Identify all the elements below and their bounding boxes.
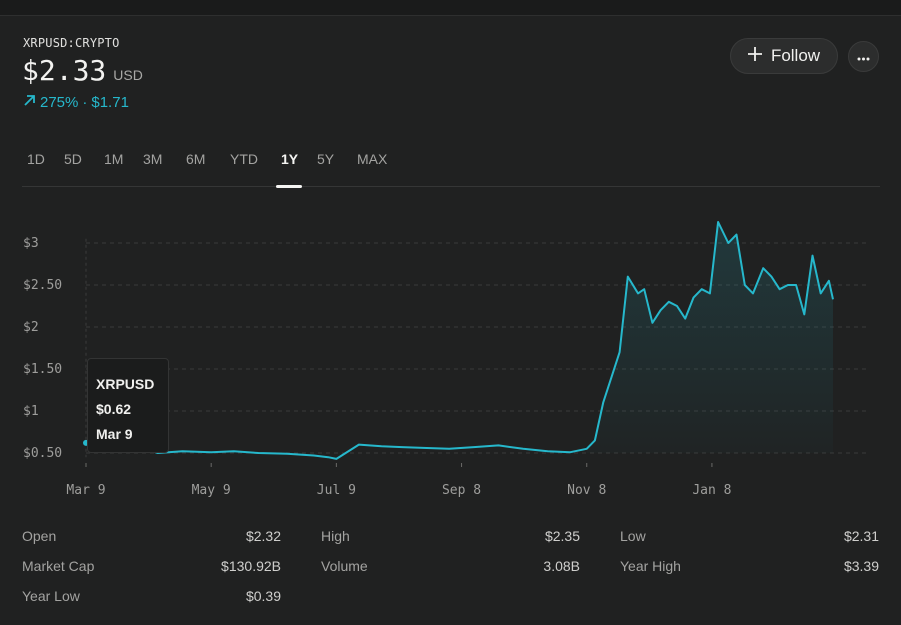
tab-max[interactable]: MAX [357,151,388,167]
follow-label: Follow [770,46,821,65]
price-row: $2.33 USD [22,54,143,87]
series-line [85,221,834,460]
x-tick-label: Jul 9 [317,483,356,498]
change-amount: $1.71 [91,94,129,111]
stat-label: High [321,528,350,544]
tab-5d[interactable]: 5D [64,151,82,167]
stat-value: $0.39 [245,588,281,604]
stat-high: High $2.35 [321,528,580,544]
tab-6m[interactable]: 6M [186,151,206,167]
stat-year-low: Year Low $0.39 [22,588,281,604]
stat-label: Low [620,528,646,544]
y-tick-label: $2.50 [23,278,62,293]
tab-5y[interactable]: 5Y [317,151,335,167]
tab-1y[interactable]: 1Y [281,151,299,167]
plus-icon [747,46,762,66]
stat-value: $2.35 [544,528,580,544]
stat-value: $3.39 [843,558,879,574]
tooltip-value: $0.62 [96,401,132,417]
x-tick-label: Jan 8 [692,483,731,498]
stat-volume: Volume 3.08B [321,558,580,574]
change-percent: 275% [40,94,79,111]
series-area [586,222,833,453]
more-dots-icon [857,49,870,64]
ticker-symbol: XRPUSD:CRYPTO [23,36,120,50]
stat-value: $2.32 [245,528,281,544]
active-tab-indicator [276,185,302,188]
stat-value: $130.92B [221,558,281,574]
y-tick-label: $0.50 [23,446,62,461]
tooltip-name: XRPUSD [96,376,155,392]
stat-market-cap: Market Cap $130.92B [22,558,281,574]
y-tick-label: $2 [23,320,39,335]
stat-label: Volume [321,558,368,574]
range-tabs: 1D 5D 1M 3M 6M YTD 1Y 5Y MAX [22,149,880,188]
stat-open: Open $2.32 [22,528,281,544]
follow-button[interactable]: Follow [730,38,838,74]
arrow-up-right-icon [23,94,36,111]
more-options-button[interactable] [848,41,879,72]
stat-low: Low $2.31 [620,528,879,544]
x-tick-label: Sep 8 [442,483,481,498]
current-price: $2.33 [22,54,107,87]
tab-1m[interactable]: 1M [104,151,124,167]
x-tick-label: Mar 9 [66,483,105,498]
change-separator: · [82,94,88,111]
stat-label: Open [22,528,57,544]
y-tick-label: $3 [23,236,39,251]
tab-1d[interactable]: 1D [27,151,45,167]
stat-label: Year Low [22,588,80,604]
quote-card: XRPUSD:CRYPTO $2.33 USD 275% · $1.71 Fol… [0,15,901,625]
tab-ytd[interactable]: YTD [230,151,258,167]
price-chart[interactable]: $0.50 $1 $1.50 $2 $2.50 $3 Mar 9 May 9 Jul 9 Sep … [0,201,901,511]
stat-value: $2.31 [843,528,879,544]
y-tick-label: $1.50 [23,362,62,377]
tab-3m[interactable]: 3M [143,151,163,167]
tooltip-date: Mar 9 [96,426,133,442]
y-tick-label: $1 [23,404,39,419]
currency-label: USD [113,67,143,83]
price-change: 275% · $1.71 [23,94,129,111]
stat-label: Year High [620,558,681,574]
x-tick-label: May 9 [192,483,231,498]
chart-tooltip: XRPUSD $0.62 Mar 9 [87,358,169,453]
stat-value: 3.08B [543,558,580,574]
stat-label: Market Cap [22,558,95,574]
stat-year-high: Year High $3.39 [620,558,879,574]
x-tick-label: Nov 8 [567,483,606,498]
